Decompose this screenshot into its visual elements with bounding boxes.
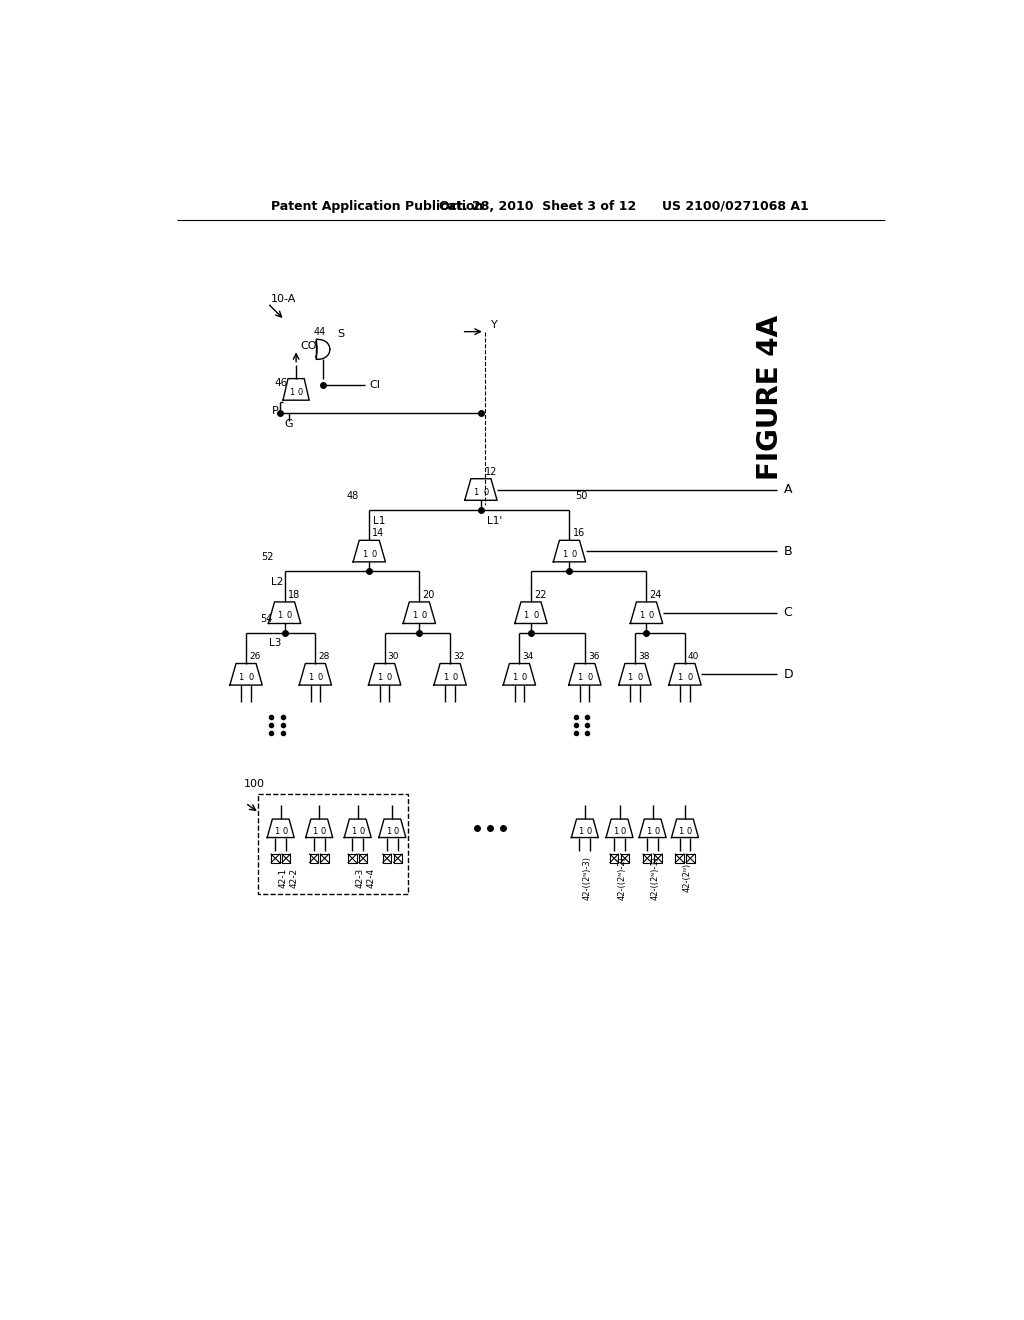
Text: Oct. 28, 2010  Sheet 3 of 12: Oct. 28, 2010 Sheet 3 of 12 (438, 199, 636, 213)
Text: 42-((2ᴺ)-1): 42-((2ᴺ)-1) (650, 855, 659, 899)
Text: B: B (783, 545, 793, 557)
Text: 42-(2ᴺ): 42-(2ᴺ) (683, 863, 691, 892)
Text: 42-((2ᴺ)-2): 42-((2ᴺ)-2) (617, 855, 627, 899)
Text: 1: 1 (442, 673, 447, 682)
Text: 1: 1 (512, 673, 517, 682)
Text: 42-3: 42-3 (355, 867, 365, 888)
Text: 42-2: 42-2 (289, 867, 298, 887)
Text: 0: 0 (453, 673, 458, 682)
Text: 0: 0 (686, 826, 691, 836)
Text: 0: 0 (534, 611, 539, 620)
Text: 1: 1 (579, 826, 584, 836)
Text: 0: 0 (359, 826, 365, 836)
Text: US 2100/0271068 A1: US 2100/0271068 A1 (662, 199, 809, 213)
Text: 42-4: 42-4 (367, 867, 375, 887)
Text: 0: 0 (387, 673, 392, 682)
Text: L1: L1 (373, 516, 385, 527)
Text: 30: 30 (388, 652, 399, 661)
Text: 1: 1 (278, 611, 283, 620)
Text: 24: 24 (649, 590, 662, 601)
Text: 50: 50 (575, 491, 588, 500)
Text: 1: 1 (308, 673, 313, 682)
Text: 16: 16 (572, 528, 585, 539)
Text: A: A (783, 483, 792, 496)
Text: 10-A: 10-A (270, 293, 296, 304)
Text: 0: 0 (297, 388, 303, 397)
Text: 1: 1 (646, 826, 651, 836)
Text: 42-((2ᴺ)-3): 42-((2ᴺ)-3) (583, 855, 592, 900)
Text: 1: 1 (628, 673, 633, 682)
Text: 1: 1 (412, 611, 417, 620)
Text: 0: 0 (687, 673, 692, 682)
Text: 1: 1 (351, 826, 356, 836)
Text: 0: 0 (621, 826, 627, 836)
Text: 1: 1 (578, 673, 583, 682)
Text: S: S (337, 329, 344, 339)
Text: 28: 28 (318, 652, 330, 661)
Text: G: G (285, 418, 294, 429)
Text: C: C (783, 606, 793, 619)
Text: 0: 0 (317, 673, 323, 682)
Text: 20: 20 (422, 590, 435, 601)
Text: CI: CI (370, 380, 380, 389)
Text: 46: 46 (274, 379, 288, 388)
Text: 0: 0 (483, 488, 488, 498)
Text: 1: 1 (562, 549, 567, 558)
Text: 1: 1 (612, 826, 618, 836)
Text: FIGURE 4A: FIGURE 4A (756, 314, 783, 479)
Text: 1: 1 (274, 826, 280, 836)
Text: 0: 0 (372, 549, 377, 558)
Text: 26: 26 (249, 652, 260, 661)
Text: CO: CO (301, 342, 317, 351)
Text: Patent Application Publication: Patent Application Publication (270, 199, 483, 213)
Text: 1: 1 (523, 611, 528, 620)
Text: 0: 0 (571, 549, 577, 558)
Text: 40: 40 (688, 652, 699, 661)
Text: 38: 38 (638, 652, 649, 661)
Text: 12: 12 (484, 467, 497, 477)
Text: L3: L3 (269, 639, 282, 648)
Text: 1: 1 (473, 488, 478, 498)
Text: 100: 100 (244, 779, 265, 789)
Text: 18: 18 (288, 590, 300, 601)
Text: D: D (783, 668, 794, 681)
Text: 1: 1 (678, 673, 683, 682)
Text: 14: 14 (373, 528, 385, 539)
Text: 1: 1 (386, 826, 391, 836)
Text: P: P (272, 407, 279, 416)
Text: 0: 0 (654, 826, 659, 836)
Text: 0: 0 (283, 826, 288, 836)
Text: 34: 34 (522, 652, 534, 661)
Text: 1: 1 (239, 673, 244, 682)
Text: 1: 1 (312, 826, 317, 836)
Text: 0: 0 (587, 826, 592, 836)
Text: 0: 0 (248, 673, 254, 682)
Text: 42-1: 42-1 (279, 867, 288, 888)
Text: 1: 1 (361, 549, 367, 558)
Text: 0: 0 (637, 673, 642, 682)
Text: L2: L2 (270, 577, 283, 587)
Text: 1: 1 (377, 673, 382, 682)
Text: 0: 0 (321, 826, 326, 836)
Text: 1: 1 (290, 388, 295, 397)
Text: 0: 0 (648, 611, 654, 620)
Text: 0: 0 (422, 611, 427, 620)
Text: 0: 0 (394, 826, 399, 836)
Text: 36: 36 (588, 652, 599, 661)
Text: 1: 1 (639, 611, 644, 620)
Text: 0: 0 (587, 673, 592, 682)
Text: 1: 1 (678, 826, 684, 836)
Text: 54: 54 (260, 614, 272, 624)
Text: 22: 22 (535, 590, 547, 601)
Text: 0: 0 (287, 611, 292, 620)
Text: 32: 32 (454, 652, 465, 661)
Text: 48: 48 (346, 491, 358, 500)
Text: 0: 0 (521, 673, 527, 682)
Text: L1': L1' (487, 516, 503, 527)
Text: 44: 44 (313, 327, 326, 338)
Text: 52: 52 (261, 552, 274, 562)
Text: Y: Y (490, 321, 498, 330)
